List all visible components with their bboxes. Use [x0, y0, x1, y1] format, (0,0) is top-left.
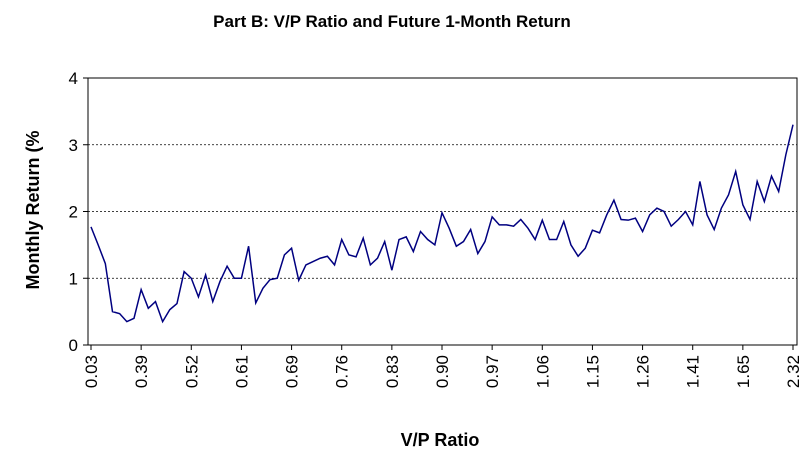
- x-tick-label: 0.76: [333, 355, 352, 388]
- x-tick-label: 1.26: [634, 355, 653, 388]
- plot-area: [87, 77, 798, 346]
- x-axis-title: V/P Ratio: [401, 430, 480, 450]
- x-tick-label: 0.52: [182, 355, 201, 388]
- x-tick-label: 1.65: [734, 355, 753, 388]
- y-tick-label: 1: [69, 269, 78, 288]
- x-tick-label: 0.90: [433, 355, 452, 388]
- data-line: [90, 124, 794, 324]
- x-tick-label: 0.03: [82, 355, 101, 388]
- y-tick-label: 3: [69, 136, 78, 155]
- x-tick-label: 0.69: [283, 355, 302, 388]
- x-tick-label: 1.41: [684, 355, 703, 388]
- y-tick-label: 4: [69, 69, 78, 88]
- y-tick-label: 0: [69, 336, 78, 355]
- chart-title: Part B: V/P Ratio and Future 1-Month Ret…: [213, 12, 571, 31]
- y-tick-label: 2: [69, 203, 78, 222]
- x-tick-label: 0.39: [132, 355, 151, 388]
- y-axis-title: Monthly Return (%: [23, 131, 43, 290]
- x-tick-label: 2.32: [784, 355, 803, 388]
- x-tick-label: 1.15: [583, 355, 602, 388]
- x-tick-label: 0.61: [232, 355, 251, 388]
- x-tick-label: 0.83: [383, 355, 402, 388]
- x-tick-label: 0.97: [483, 355, 502, 388]
- x-tick-label: 1.06: [533, 355, 552, 388]
